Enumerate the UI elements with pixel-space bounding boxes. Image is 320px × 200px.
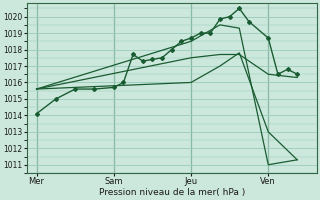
X-axis label: Pression niveau de la mer( hPa ): Pression niveau de la mer( hPa ) xyxy=(99,188,245,197)
